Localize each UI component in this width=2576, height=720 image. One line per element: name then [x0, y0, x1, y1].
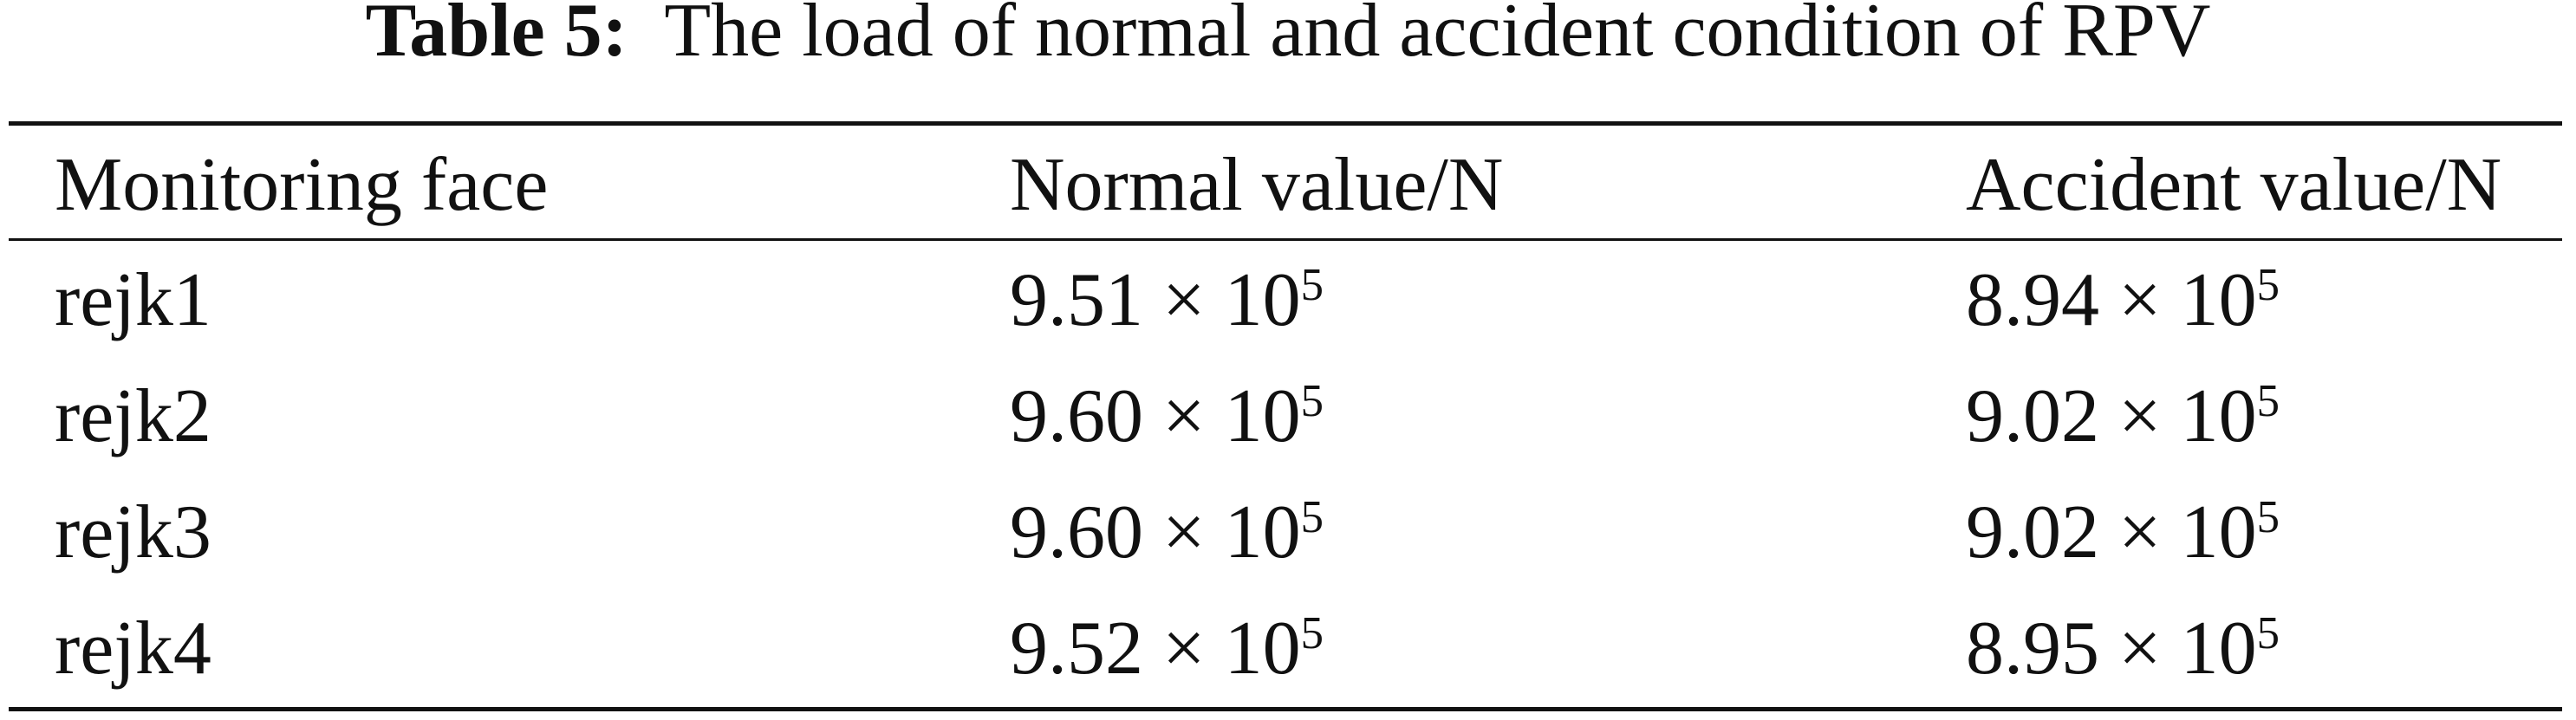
table-cell: 9.02 × 105	[1966, 495, 2280, 571]
mantissa: 9.60	[1010, 490, 1143, 574]
header-cell: Monitoring face	[55, 143, 549, 227]
base: × 10	[2118, 606, 2257, 691]
table-title: Table 5: The load of normal and accident…	[0, 0, 2576, 69]
table-cell: 9.52 × 105	[1010, 611, 1324, 687]
table-cell: rejk1	[55, 258, 211, 342]
table-cell: 8.95 × 105	[1966, 611, 2280, 687]
header-cell: Accident value/N	[1966, 143, 2502, 227]
base: × 10	[2118, 374, 2257, 458]
base: × 10	[1162, 490, 1301, 574]
mantissa: 9.51	[1010, 258, 1143, 342]
table-cell: 9.51 × 105	[1010, 263, 1324, 339]
exponent: 5	[1300, 375, 1324, 426]
base: × 10	[1162, 606, 1301, 691]
exponent: 5	[2256, 259, 2280, 310]
header-rule	[9, 238, 2562, 241]
base: × 10	[2118, 490, 2257, 574]
exponent: 5	[2256, 607, 2280, 658]
base: × 10	[2118, 258, 2257, 342]
exponent: 5	[2256, 491, 2280, 542]
exponent: 5	[1300, 607, 1324, 658]
base: × 10	[1162, 374, 1301, 458]
exponent: 5	[1300, 259, 1324, 310]
table-cell: 9.60 × 105	[1010, 495, 1324, 571]
mantissa: 9.60	[1010, 374, 1143, 458]
table-cell: 9.60 × 105	[1010, 379, 1324, 455]
exponent: 5	[2256, 375, 2280, 426]
table-label: Table 5:	[365, 0, 628, 73]
mantissa: 9.02	[1966, 374, 2099, 458]
table-cell: rejk3	[55, 490, 211, 574]
mantissa: 8.95	[1966, 606, 2099, 691]
base: × 10	[1162, 258, 1301, 342]
header-cell: Normal value/N	[1010, 143, 1504, 227]
exponent: 5	[1300, 491, 1324, 542]
mantissa: 9.52	[1010, 606, 1143, 691]
table-caption: The load of normal and accident conditio…	[664, 0, 2211, 73]
mantissa: 9.02	[1966, 490, 2099, 574]
table-cell: 8.94 × 105	[1966, 263, 2280, 339]
table-cell: 9.02 × 105	[1966, 379, 2280, 455]
mantissa: 8.94	[1966, 258, 2099, 342]
bottom-rule	[9, 707, 2562, 711]
table-cell: rejk4	[55, 606, 211, 691]
top-rule	[9, 121, 2562, 126]
table-cell: rejk2	[55, 374, 211, 458]
